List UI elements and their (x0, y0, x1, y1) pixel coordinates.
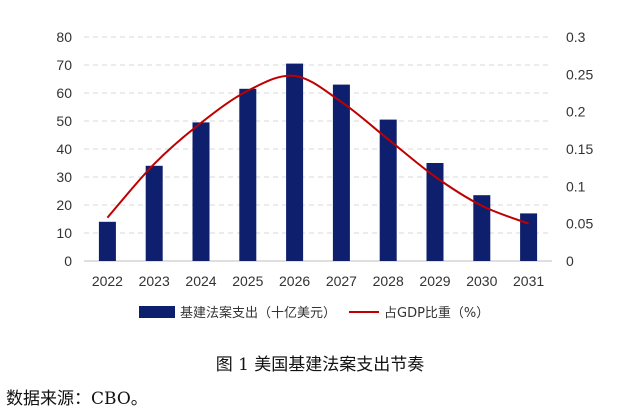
source-note: 数据来源：CBO。 (6, 389, 148, 409)
bar-2031 (520, 213, 538, 261)
legend: 基建法案支出（十亿美元） 占GDP比重（%） (139, 305, 489, 321)
x-tick-label: 2030 (466, 273, 497, 289)
x-tick-label: 2022 (92, 273, 123, 289)
x-tick-label: 2028 (373, 273, 404, 289)
bar-2022 (98, 221, 116, 261)
bar-2023 (145, 165, 163, 261)
bar-2030 (473, 195, 491, 261)
bar-2025 (239, 88, 257, 261)
y-right-tick-label: 0.2 (566, 104, 586, 120)
x-tick-label: 2025 (232, 273, 263, 289)
bar-series (98, 63, 538, 262)
x-tick-label: 2023 (139, 273, 170, 289)
x-tick-label: 2024 (185, 273, 216, 289)
y-left-tick-label: 30 (56, 169, 72, 185)
bar-2026 (286, 63, 304, 261)
y-left-tick-label: 80 (56, 29, 72, 45)
legend-swatch-bar (139, 306, 175, 318)
y-right-tick-label: 0.25 (566, 66, 593, 82)
figure-caption: 图 1 美国基建法案支出节奏 (215, 355, 425, 375)
y-right-tick-label: 0 (566, 253, 574, 269)
bar-2024 (192, 122, 210, 262)
y-left-tick-label: 50 (56, 113, 72, 129)
bar-2027 (332, 84, 350, 261)
y-left-tick-label: 60 (56, 85, 72, 101)
x-tick-label: 2031 (513, 273, 544, 289)
y-axis-left: 0 10 20 30 40 50 60 70 80 (56, 29, 72, 269)
legend-label-line: 占GDP比重（%） (384, 305, 489, 321)
y-right-tick-label: 0.15 (566, 141, 593, 157)
bar-2028 (379, 119, 397, 261)
y-left-tick-label: 20 (56, 197, 72, 213)
y-left-tick-label: 0 (64, 253, 72, 269)
x-axis: 2022 2023 2024 2025 2026 2027 2028 2029 2030 2031 (92, 273, 545, 289)
x-tick-label: 2027 (326, 273, 357, 289)
line-series (106, 74, 529, 225)
legend-label-bar: 基建法案支出（十亿美元） (180, 306, 336, 321)
x-tick-label: 2029 (419, 273, 450, 289)
y-left-tick-label: 70 (56, 57, 72, 73)
y-axis-right: 0 0.05 0.1 0.15 0.2 0.25 0.3 (566, 29, 593, 269)
y-left-tick-label: 10 (56, 225, 72, 241)
x-tick-label: 2026 (279, 273, 310, 289)
y-right-tick-label: 0.3 (566, 29, 586, 45)
y-right-tick-label: 0.05 (566, 216, 593, 232)
y-right-tick-label: 0.1 (566, 178, 586, 194)
y-left-tick-label: 40 (56, 141, 72, 157)
bar-2029 (426, 163, 444, 261)
gdp-share-line (106, 74, 529, 225)
